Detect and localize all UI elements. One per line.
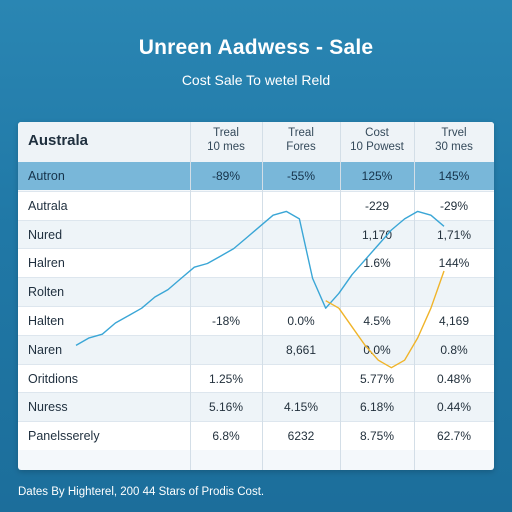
column-divider — [414, 122, 415, 470]
table-header: Australa Treal 10 mes Treal Fores Cost 1… — [18, 122, 494, 162]
table-row[interactable]: Autrala -229 -29% — [18, 190, 494, 220]
row-value-col-1: -89% — [211, 169, 240, 183]
table-row[interactable]: Halten -18% 0.0% 4.5% 4,169 — [18, 306, 494, 335]
footnote: Dates By Highterel, 200 44 Stars of Prod… — [18, 486, 265, 498]
row-value-col-4: 145% — [438, 169, 470, 183]
row-value-col-2 — [262, 221, 340, 249]
row-value-col-1: -18% — [211, 314, 240, 328]
row-value-col-4: -29% — [439, 198, 468, 213]
row-value-col-3: 1,170 — [361, 227, 393, 242]
table-row-highlighted[interactable]: Autron -89% -55% 125% 145% — [18, 162, 494, 190]
header-col-3-line2: 10 Powest — [350, 141, 404, 153]
column-divider — [262, 122, 263, 470]
row-region-label: Naren — [28, 342, 63, 357]
row-value-col-3: 8.75% — [359, 429, 395, 444]
header-col-1[interactable]: Treal 10 mes — [190, 126, 262, 154]
row-value-col-3: 125% — [361, 169, 393, 183]
header-col-4-line1: Trvel — [441, 127, 467, 139]
data-panel: Australa Treal 10 mes Treal Fores Cost 1… — [18, 122, 494, 470]
row-value-col-4: 62.7% — [436, 429, 472, 444]
table-row[interactable]: Rolten — [18, 277, 494, 307]
row-value-col-4: 0.48% — [436, 371, 472, 386]
row-value-col-4: 144% — [438, 256, 470, 271]
row-value-col-3: 6.18% — [359, 400, 395, 415]
header-col-2[interactable]: Treal Fores — [262, 126, 340, 154]
row-value-col-3 — [340, 278, 414, 306]
row-region-label: Autron — [28, 169, 65, 183]
row-value-col-1 — [190, 221, 262, 249]
table-row[interactable]: Naren 8,661 0.0% 0.8% — [18, 334, 494, 364]
page-subtitle: Cost Sale To wetel Reld — [181, 72, 331, 88]
header-col-4-line2: 30 mes — [435, 141, 473, 153]
row-value-col-4: 0.8% — [440, 342, 468, 357]
table-row[interactable]: Oritdions 1.25% 5.77% 0.48% — [18, 363, 494, 393]
header-col-3-line1: Cost — [365, 127, 389, 139]
row-value-col-1 — [190, 336, 262, 364]
row-region-label: Halten — [28, 314, 65, 328]
row-region-label: Oritdions — [28, 371, 79, 386]
header-col-2-line1: Treal — [288, 127, 314, 139]
header-col-1-line2: 10 mes — [207, 141, 245, 153]
row-value-col-1 — [190, 278, 262, 306]
row-region-label: Rolten — [28, 285, 65, 300]
row-value-col-4 — [414, 278, 494, 306]
row-value-col-2 — [262, 192, 340, 220]
row-value-col-4: 1,71% — [436, 227, 472, 242]
row-value-col-1: 5.16% — [208, 400, 244, 415]
row-value-col-2: 6232 — [287, 429, 315, 444]
row-region-label: Nuress — [28, 400, 68, 415]
row-value-col-2 — [262, 365, 340, 393]
row-value-col-1 — [190, 192, 262, 220]
row-value-col-2: 4.15% — [283, 400, 319, 415]
row-value-col-3: 0.0% — [363, 342, 391, 357]
row-value-col-2: 8,661 — [285, 342, 317, 357]
table-row[interactable]: Halren 1.6% 144% — [18, 248, 494, 278]
column-divider — [340, 122, 341, 470]
row-value-col-1 — [190, 249, 262, 277]
header-region-label: Australa — [28, 132, 89, 149]
row-region-label: Panelsserely — [28, 429, 100, 444]
row-value-col-1: 6.8% — [212, 429, 240, 444]
header-col-3[interactable]: Cost 10 Powest — [340, 126, 414, 154]
header-col-1-line1: Treal — [213, 127, 239, 139]
row-value-col-3: 4.5% — [363, 314, 391, 328]
row-value-col-4: 0.44% — [436, 400, 472, 415]
row-value-col-4: 4,169 — [438, 314, 470, 328]
row-value-col-2 — [262, 249, 340, 277]
column-divider — [190, 122, 191, 470]
row-value-col-2 — [262, 278, 340, 306]
row-value-col-3: 5.77% — [359, 371, 395, 386]
page-title: Unreen Aadwess - Sale — [138, 36, 374, 59]
row-value-col-2: 0.0% — [287, 314, 315, 328]
row-region-label: Autrala — [28, 198, 68, 213]
row-region-label: Halren — [28, 256, 65, 271]
row-value-col-2: -55% — [286, 169, 315, 183]
row-region-label: Nured — [28, 227, 63, 242]
table-row[interactable]: Nured 1,170 1,71% — [18, 219, 494, 249]
table-row[interactable]: Panelsserely 6.8% 6232 8.75% 62.7% — [18, 421, 494, 451]
table-row[interactable]: Nuress 5.16% 4.15% 6.18% 0.44% — [18, 392, 494, 422]
row-value-col-1: 1.25% — [208, 371, 244, 386]
row-value-col-3: -229 — [364, 198, 390, 213]
row-value-col-3: 1.6% — [363, 256, 391, 271]
header-col-4[interactable]: Trvel 30 mes — [414, 126, 494, 154]
header-col-2-line2: Fores — [286, 141, 316, 153]
